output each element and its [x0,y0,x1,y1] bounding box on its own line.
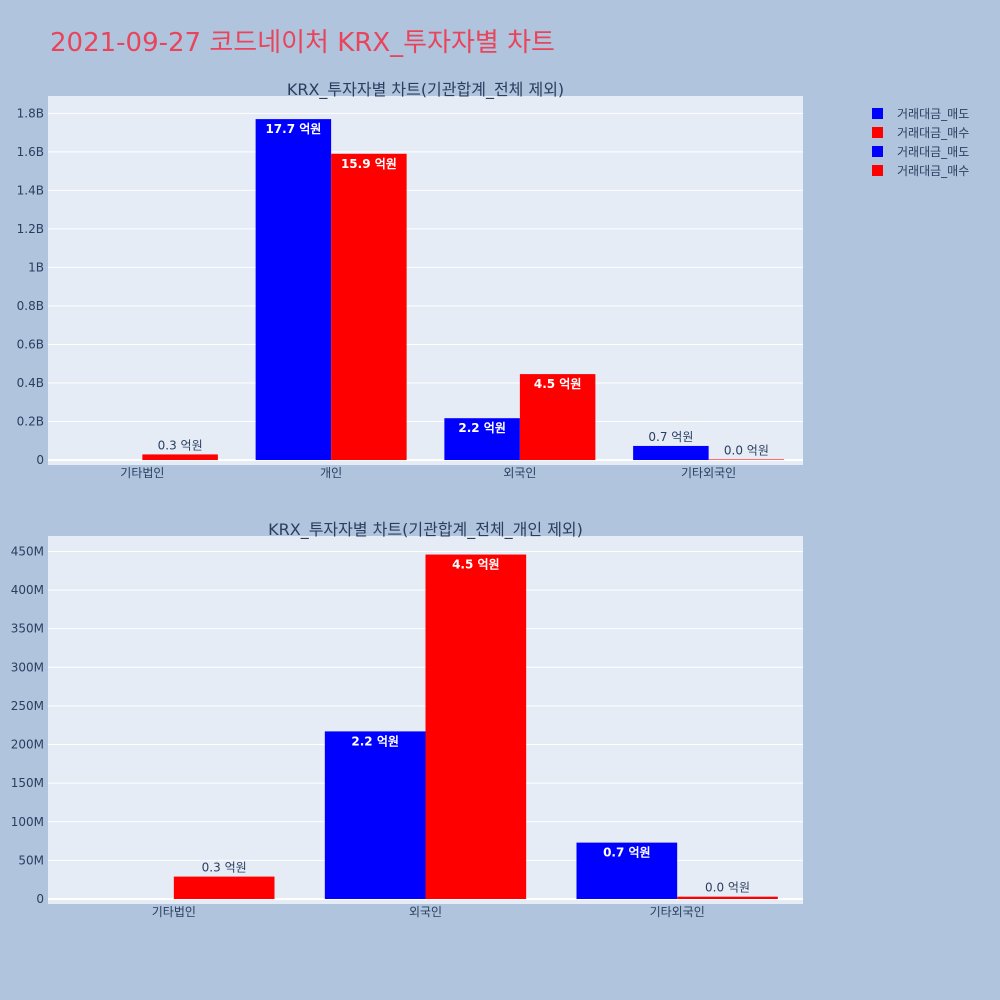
y-tick-label: 1.2B [17,222,44,236]
y-tick-label: 0.2B [17,414,44,428]
bar-sell [633,445,709,460]
x-tick-label: 개인 [320,466,342,480]
y-tick-label: 0.4B [17,376,44,390]
legend-item[interactable]: 거래대금_매수 [872,123,969,142]
page-title: 2021-09-27 코드네이처 KRX_투자자별 차트 [50,28,555,58]
y-tick-label: 350M [11,622,44,636]
x-tick-label: 외국인 [409,905,442,919]
bar-data-label: 0.0 억원 [724,443,769,457]
bar-data-label: 4.5 억원 [534,377,582,391]
x-tick-label: 기타법인 [120,466,164,480]
y-tick-label: 0.6B [17,337,44,351]
y-tick-label: 250M [11,699,44,713]
bar-sell [576,842,678,899]
bar-data-label: 4.5 억원 [452,558,500,572]
bar-buy [425,554,527,899]
x-tick-label: 외국인 [503,466,536,480]
y-tick-label: 1B [28,260,44,274]
bar-sell [255,119,332,460]
bar-buy [677,896,778,899]
bar-data-label: 0.7 억원 [648,430,693,444]
plot-background [48,96,803,465]
bar-data-label: 2.2 억원 [458,421,506,435]
bar-data-label: 0.3 억원 [202,861,247,875]
bar-data-label: 15.9 억원 [341,157,397,171]
y-tick-label: 1.6B [17,145,44,159]
y-tick-label: 400M [11,583,44,597]
y-tick-label: 1.4B [17,183,44,197]
y-tick-label: 200M [11,738,44,752]
x-tick-label: 기타외국인 [681,466,736,480]
y-tick-label: 150M [11,776,44,790]
bar-data-label: 0.0 억원 [705,881,750,895]
bar-buy [708,459,785,460]
y-tick-label: 0 [36,892,44,906]
y-tick-label: 100M [11,815,44,829]
chart-title: KRX_투자자별 차트(기관합계_전체 제외) [287,80,564,100]
chart-1: 0 0.2B 0.4B 0.6B 0.8B 1B 1.2B 1.4B 1.6B 1.8B 0.3 억… [17,80,803,480]
legend-label: 거래대금_매도 [897,107,970,121]
y-tick-label: 1.8B [17,106,44,120]
bar-buy [142,454,218,460]
bar-data-label: 0.3 억원 [158,438,203,452]
legend-swatch [872,127,883,138]
legend-label: 거래대금_매수 [897,164,970,178]
y-tick-label: 450M [11,544,44,558]
legend-swatch [872,165,883,176]
y-tick-label: 0 [36,453,44,467]
legend: 거래대금_매도 거래대금_매수 거래대금_매도 거래대금_매수 [872,104,969,180]
legend-item[interactable]: 거래대금_매수 [872,161,969,180]
x-tick-label: 기타외국인 [650,905,705,919]
bar-sell [324,731,426,899]
legend-item[interactable]: 거래대금_매도 [872,142,969,161]
legend-item[interactable]: 거래대금_매도 [872,104,969,123]
chart-2: 0 50M 100M 150M 200M 250M 300M 350M 400M 450M 0.3 … [11,520,803,919]
y-tick-label: 0.8B [17,299,44,313]
legend-label: 거래대금_매도 [897,145,970,159]
chart-title: KRX_투자자별 차트(기관합계_전체_개인 제외) [268,520,583,540]
bar-buy [173,876,275,899]
bar-buy [519,374,596,460]
legend-label: 거래대금_매수 [897,126,970,140]
bar-sell [444,418,520,460]
bar-data-label: 17.7 억원 [265,122,321,136]
legend-swatch [872,108,883,119]
y-tick-label: 50M [18,853,44,867]
legend-swatch [872,146,883,157]
y-tick-label: 300M [11,660,44,674]
bar-buy [331,153,407,460]
bar-data-label: 0.7 억원 [603,846,651,860]
bar-data-label: 2.2 억원 [351,734,399,748]
x-tick-label: 기타법인 [152,905,196,919]
